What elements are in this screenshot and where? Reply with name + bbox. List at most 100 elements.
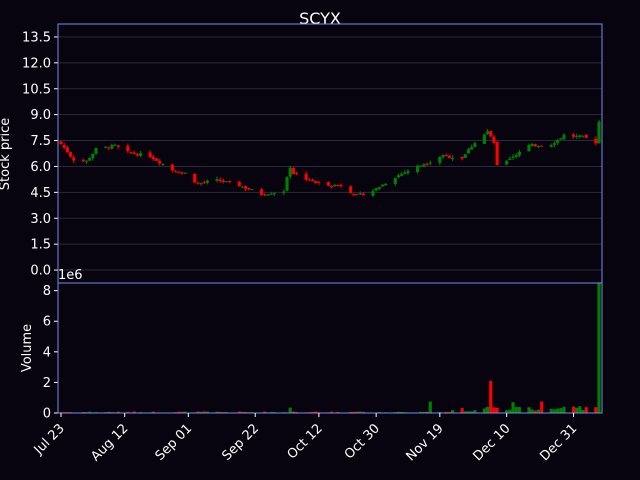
candle-body [330,186,334,188]
volume-bar [473,410,477,413]
volume-bar [263,411,267,413]
date-x-ticks: Jul 23 Aug 12 Sep 01 Sep 22 Oct 12 Oct 30 Nov … [31,413,580,464]
volume-bar [505,410,509,413]
candle-body [199,183,203,185]
candle-body [428,162,432,164]
volume-bar [199,411,203,413]
volume-y-tick-label: 6 [43,315,51,330]
volume-bar [552,409,556,413]
volume-bar [463,411,467,413]
date-x-tick-label: Jul 23 [31,421,68,458]
candle-body [151,156,155,160]
volume-bar [358,411,362,413]
volume-bar [527,407,531,413]
candle-body [135,154,139,156]
candle-body [384,183,388,186]
candle-body [505,160,509,165]
candle-body [307,179,311,181]
candle-body [317,181,321,183]
candle-body [161,164,165,166]
price-y-tick-label: 7.5 [30,134,51,149]
candle-body [247,188,251,190]
candle-body [415,165,420,172]
volume-bar [508,409,512,413]
candle-body [374,188,378,191]
candle-body [447,155,451,159]
volume-bar [244,411,248,413]
volume-bar [205,411,209,413]
volume-bar [88,411,92,413]
candle-body [339,185,343,187]
volume-bar [514,407,518,413]
candle-body [202,182,206,184]
volume-panel-background [58,283,602,413]
candle-body [221,180,225,183]
candle-body [62,144,66,148]
candle-body [559,138,563,140]
volume-y-tick-label: 2 [43,376,51,391]
volume-bar [495,407,499,413]
volume-y-tick-label: 8 [43,284,51,299]
candle-body [174,171,178,173]
volume-bar [180,411,184,413]
candle-body [463,154,467,158]
candle-body [269,193,273,195]
candle-body [578,135,582,137]
price-y-tick-label: 1.5 [30,238,51,253]
candle-body [355,194,359,196]
volume-bar [444,411,448,413]
volume-bar [489,380,493,413]
candle-body [482,134,486,144]
price-y-ticks: 0.0 1.5 3.0 4.5 6.0 7.5 9.0 10.5 12.0 13.5 [22,30,58,279]
volume-bar [559,408,563,413]
candle-body [218,179,222,182]
date-x-tick-label: Dec 31 [537,421,580,464]
price-y-tick-label: 13.5 [22,30,51,45]
volume-bar [578,406,582,413]
candle-body [295,173,299,175]
volume-scale-label: 1e6 [58,268,83,283]
price-panel: 0.0 1.5 3.0 4.5 6.0 7.5 9.0 10.5 12.0 13.5 Stock … [0,23,603,284]
candle-body [88,158,92,161]
candle-body [104,146,108,148]
candle-body [59,141,63,145]
candle-body [508,158,512,160]
candle-body [438,156,442,163]
candle-body [492,136,496,143]
candle-body [314,180,318,183]
volume-bar [361,411,365,413]
candle-body [250,189,254,191]
date-x-tick-label: Nov 19 [403,421,446,464]
candle-body [272,193,276,195]
price-y-tick-label: 4.5 [30,186,51,201]
volume-y-axis-label: Volume [20,324,35,372]
candle-body [470,147,474,150]
volume-panel: 0 2 4 6 8 1e6 Volume Jul 23 Aug 12 Sep 01 Sep 2… [20,268,603,464]
candle-body [304,173,308,180]
candle-body [180,172,184,174]
candle-body [196,182,200,184]
candle-body [107,147,111,149]
candle-body [422,164,426,167]
volume-bar [438,411,442,413]
candle-body [473,143,477,148]
candle-body [380,184,385,187]
candle-body [215,178,219,181]
candle-body [326,182,330,186]
volume-bar [594,407,598,413]
date-x-tick-label: Oct 30 [342,421,383,462]
volume-bar [352,411,356,413]
candle-body [158,160,162,164]
date-x-tick-label: Aug 12 [88,421,131,464]
volume-bar [451,410,455,413]
candle-body [336,184,340,186]
volume-bar [177,411,181,413]
candle-body [116,145,120,147]
candle-body [419,165,423,167]
volume-bar [556,408,560,413]
volume-bar [132,411,136,413]
candle-body [94,147,98,154]
candle-body [451,157,455,160]
price-y-tick-label: 3.0 [30,212,51,227]
candle-body [81,159,85,162]
